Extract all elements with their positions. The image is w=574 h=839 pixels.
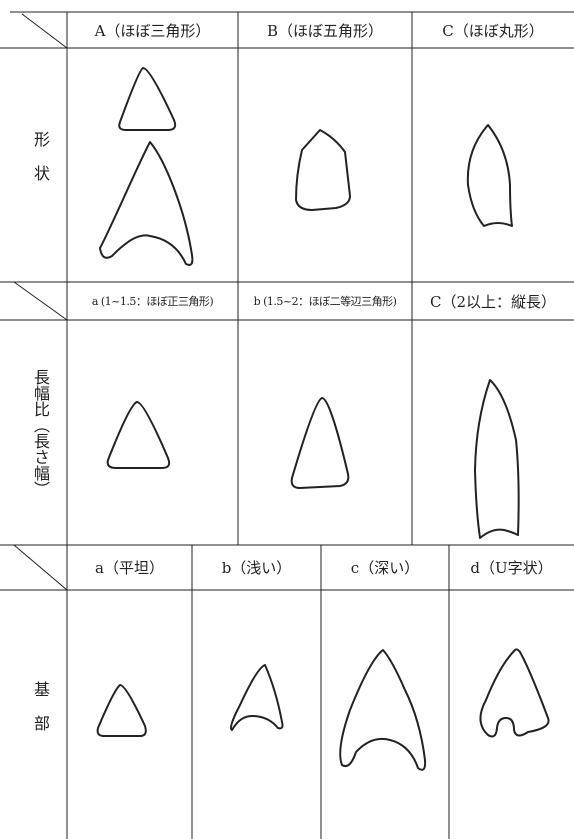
column-header: d（U字状） bbox=[470, 559, 553, 577]
row-label: 長幅比（長さ幅） bbox=[31, 368, 50, 497]
column-header: C（ほぼ丸形） bbox=[442, 21, 544, 40]
column-header: B（ほぼ五角形） bbox=[266, 21, 384, 40]
column-header: a（平坦） bbox=[95, 559, 164, 577]
column-header: A（ほぼ三角形） bbox=[94, 21, 211, 40]
column-header: c（深い） bbox=[350, 559, 420, 577]
column-header: b (1.5~2：ほぼ二等辺三角形) bbox=[253, 295, 397, 308]
column-header: a (1~1.5：ほぼ正三角形) bbox=[91, 295, 214, 308]
column-header: C（2以上：縦長） bbox=[429, 292, 557, 311]
column-header: b（浅い） bbox=[221, 559, 292, 577]
row-label: 基部 bbox=[31, 680, 50, 749]
row-label: 形状 bbox=[31, 131, 50, 199]
